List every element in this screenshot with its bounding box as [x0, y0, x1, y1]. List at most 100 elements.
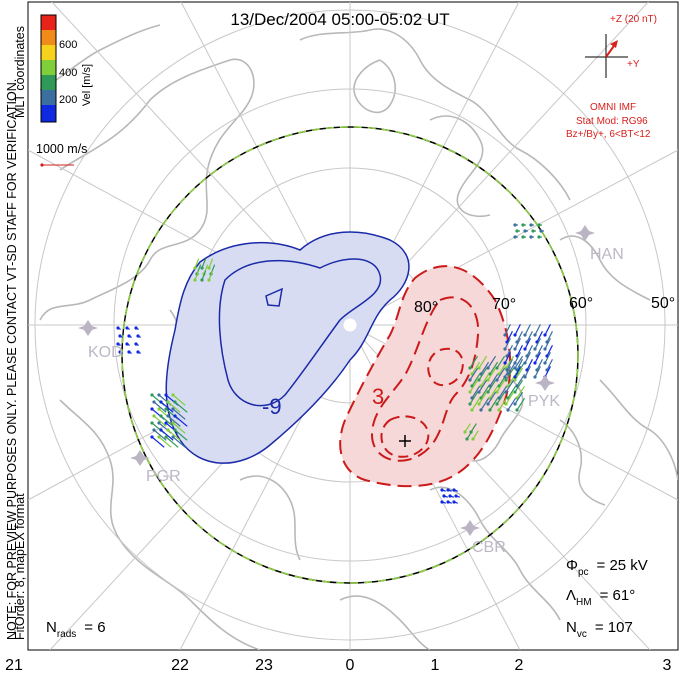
velocity-color-bar: [40, 14, 57, 123]
velocity-vector: [487, 367, 497, 381]
velocity-vector-origin: [173, 400, 177, 404]
velocity-vector-origin: [523, 229, 527, 233]
velocity-vector: [478, 379, 488, 393]
velocity-vector-origin: [513, 361, 517, 365]
velocity-vector: [514, 366, 521, 378]
velocity-vector-origin: [150, 435, 154, 439]
velocity-vector: [534, 338, 541, 350]
velocity-vector-origin: [497, 408, 501, 412]
velocity-vector-origin: [164, 407, 168, 411]
velocity-vector-origin: [486, 378, 490, 382]
coordinates-label: MLT coordinates: [13, 26, 27, 118]
station-marker-han: [575, 225, 595, 241]
velocity-vector: [514, 355, 524, 369]
velocity-vector-origin: [116, 326, 120, 330]
mlt-label-23: 23: [255, 657, 273, 674]
velocity-vector-origin: [513, 333, 517, 337]
velocity-vector: [167, 429, 181, 441]
velocity-vector-origin: [533, 361, 537, 365]
reference-vector-label: 1000 m/s: [36, 142, 87, 156]
potential-maximum-marker: [399, 435, 411, 447]
mlt-axis: 21 22 23 0 1 2 3: [5, 657, 671, 674]
mlt-label-1: 1: [431, 657, 440, 674]
velocity-vector-origin: [446, 500, 450, 504]
velocity-vector: [489, 373, 499, 387]
station-label-cbr: CBR: [472, 539, 506, 556]
velocity-vector-origin: [118, 350, 122, 354]
velocity-vector: [480, 397, 490, 411]
velocity-vector-origin: [166, 428, 170, 432]
velocity-vector: [480, 373, 490, 387]
velocity-vector: [194, 258, 200, 269]
velocity-vector-origin: [506, 408, 510, 412]
velocity-vector-origin: [468, 366, 472, 370]
velocity-vector-origin: [495, 402, 499, 406]
velocity-tick-200: 200: [59, 94, 77, 106]
station-label-kod: KOD: [88, 344, 123, 361]
velocity-vector-origin: [523, 333, 527, 337]
velocity-vector-origin: [452, 500, 456, 504]
velocity-vector-origin: [465, 437, 469, 441]
negative-cell: -9: [165, 231, 410, 464]
velocity-scale-title: Vel [m/s]: [81, 64, 93, 106]
mlt-label-2: 2: [515, 657, 524, 674]
velocity-vector-origin: [539, 229, 543, 233]
velocity-vector-origin: [513, 366, 517, 370]
velocity-vector-origin: [152, 428, 156, 432]
lat-label-50: 50°: [651, 295, 675, 312]
velocity-vector-origin: [159, 414, 163, 418]
velocity-vector: [514, 367, 524, 381]
positive-cell: 3: [339, 265, 512, 488]
velocity-vector: [201, 258, 207, 269]
velocity-vector-origin: [125, 326, 129, 330]
velocity-vector-origin: [503, 347, 507, 351]
velocity-vector-origin: [454, 494, 458, 498]
fit-order-note: FitOrder: 8, mapEX format: [13, 493, 27, 640]
imf-clock: [585, 34, 628, 78]
velocity-vector: [160, 429, 174, 441]
velocity-vector: [505, 367, 515, 381]
station-marker-kod: [78, 320, 98, 336]
velocity-vector-origin: [477, 366, 481, 370]
velocity-vector-origin: [134, 342, 138, 346]
velocity-vector-origin: [503, 333, 507, 337]
velocity-vector: [506, 359, 513, 371]
lat-label-70: 70°: [492, 296, 516, 313]
velocity-vector: [506, 331, 513, 343]
velocity-vector: [478, 367, 488, 381]
pole-marker: [343, 318, 357, 332]
velocity-vector-origin: [543, 333, 547, 337]
velocity-vector: [464, 423, 471, 433]
velocity-vector-origin: [471, 437, 475, 441]
velocity-vector: [172, 408, 186, 420]
velocity-vector-origin: [150, 407, 154, 411]
imf-y-label: +Y: [627, 59, 640, 70]
velocity-vector-origin: [477, 402, 481, 406]
velocity-vector: [516, 359, 523, 371]
velocity-vector-origin: [164, 435, 168, 439]
velocity-vector: [546, 359, 553, 371]
imf-z-label: +Z (20 nT): [610, 14, 657, 25]
velocity-vector: [516, 385, 526, 399]
velocity-vector-origin: [513, 375, 517, 379]
velocity-vector-origin: [521, 235, 525, 239]
velocity-vector: [153, 415, 167, 427]
velocity-vector: [504, 324, 511, 336]
velocity-vector-origin: [150, 421, 154, 425]
lat-label-80: 80°: [414, 299, 438, 316]
velocity-vector: [487, 379, 497, 393]
velocity-vector-origin: [446, 488, 450, 492]
velocity-vector-origin: [537, 223, 541, 227]
velocity-vector-origin: [440, 500, 444, 504]
positive-contour-label: 3: [372, 384, 384, 409]
velocity-vector: [514, 324, 521, 336]
velocity-vector-origin: [171, 407, 175, 411]
velocity-vector: [489, 385, 499, 399]
velocity-vector: [174, 429, 188, 441]
velocity-tick-600: 600: [59, 39, 77, 51]
station-marker-cbr: [460, 520, 480, 536]
velocity-vector: [514, 352, 521, 364]
velocity-vector: [172, 394, 186, 406]
velocity-vectors: [116, 223, 553, 504]
